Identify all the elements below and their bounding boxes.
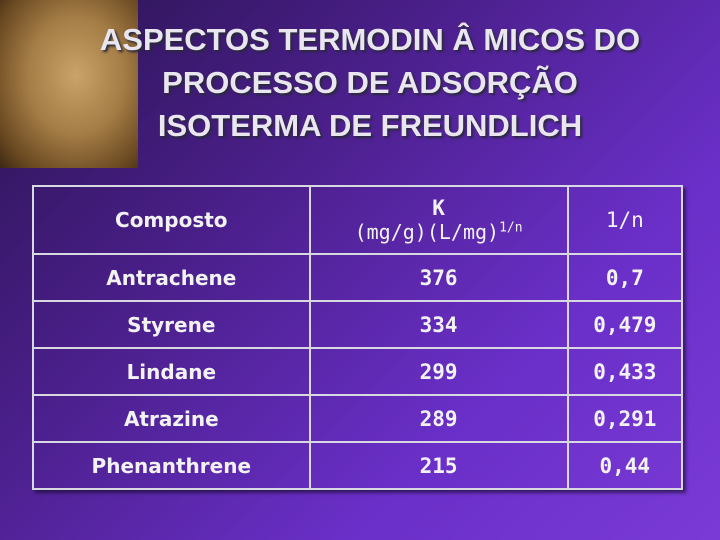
slide-title: ASPECTOS TERMODIN Â MICOS DO PROCESSO DE… (40, 18, 700, 147)
title-line: ASPECTOS TERMODIN Â MICOS DO (99, 22, 641, 57)
header-cell: K (mg/g)(L/mg)1/n (308, 185, 569, 255)
table-cell: 289 (308, 394, 569, 443)
helmet-logo (0, 0, 138, 168)
table-row: Atrazine 289 0,291 (32, 394, 684, 443)
table-cell: 334 (308, 300, 569, 349)
header-cell: 1/n (566, 185, 684, 255)
header-k: K (432, 196, 445, 220)
exponent: 1/n (499, 220, 523, 236)
table-cell: 215 (308, 441, 569, 490)
table-cell: Phenanthrene (32, 441, 311, 490)
header-row: Composto K (mg/g)(L/mg)1/n 1/n (32, 185, 684, 255)
table-row: Lindane 299 0,433 (32, 347, 684, 396)
table-cell: 0,479 (566, 300, 684, 349)
table-cell: 0,433 (566, 347, 684, 396)
header-cell: Composto (32, 185, 311, 255)
table-cell: 299 (308, 347, 569, 396)
table-cell: 0,291 (566, 394, 684, 443)
table-cell: 0,44 (566, 441, 684, 490)
table-row: Phenanthrene 215 0,44 (32, 441, 684, 490)
units: (mg/g)(L/mg) (354, 220, 500, 244)
title-line: ISOTERMA DE FREUNDLICH (157, 108, 583, 143)
table-cell: Lindane (32, 347, 311, 396)
header-k-units: (mg/g)(L/mg)1/n (311, 220, 567, 244)
table-body: Antrachene 376 0,7 Styrene 334 0,479 Lindane 29… (32, 253, 684, 490)
table-cell: 0,7 (566, 253, 684, 302)
table-row: Antrachene 376 0,7 (32, 253, 684, 302)
title-line: PROCESSO DE ADSORÇÃO (162, 65, 578, 100)
table-cell: 376 (308, 253, 569, 302)
data-table: Composto K (mg/g)(L/mg)1/n 1/n Antrachen… (32, 185, 684, 490)
table-cell: Atrazine (32, 394, 311, 443)
table-cell: Styrene (32, 300, 311, 349)
table-row: Styrene 334 0,479 (32, 300, 684, 349)
table-cell: Antrachene (32, 253, 311, 302)
